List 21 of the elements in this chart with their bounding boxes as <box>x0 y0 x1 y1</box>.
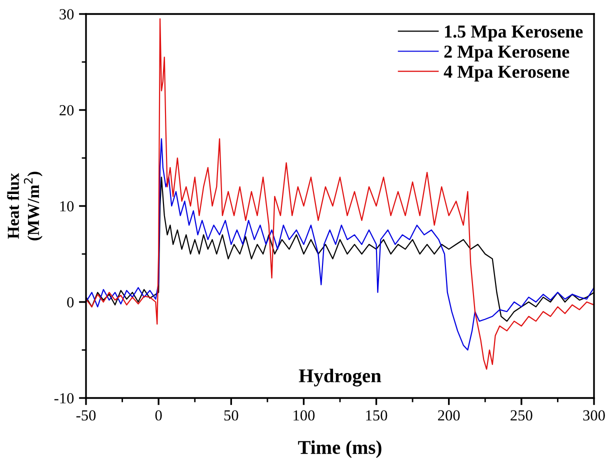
x-tick-label: -50 <box>76 410 96 421</box>
x-tick-label: 50 <box>224 410 238 421</box>
x-tick-label: 250 <box>510 410 532 421</box>
x-tick-label: 0 <box>155 410 162 421</box>
line-series <box>86 138 594 351</box>
line-series <box>86 18 594 370</box>
x-axis-title: Time (ms) <box>298 440 382 458</box>
y-tick-label: 20 <box>60 105 74 116</box>
legend-label: 2 Mpa Kerosene <box>444 46 570 62</box>
x-tick-label: 100 <box>294 410 315 421</box>
y-tick-label: 0 <box>67 297 74 308</box>
y-axis-title: Heat flux (MW/m$^{2}$) <box>7 172 42 240</box>
y-tick-label: 30 <box>60 9 74 20</box>
x-tick-label: 200 <box>438 410 460 421</box>
y-tick-label: -10 <box>54 393 74 404</box>
legend-label: 1.5 Mpa Kerosene <box>445 26 583 42</box>
annotation: Hydrogen <box>298 368 382 386</box>
x-tick-label: 300 <box>583 410 605 421</box>
legend-label: 4 Mpa Kerosene <box>444 66 570 82</box>
y-tick-label: 10 <box>60 201 74 212</box>
x-tick-label: 150 <box>366 410 388 421</box>
